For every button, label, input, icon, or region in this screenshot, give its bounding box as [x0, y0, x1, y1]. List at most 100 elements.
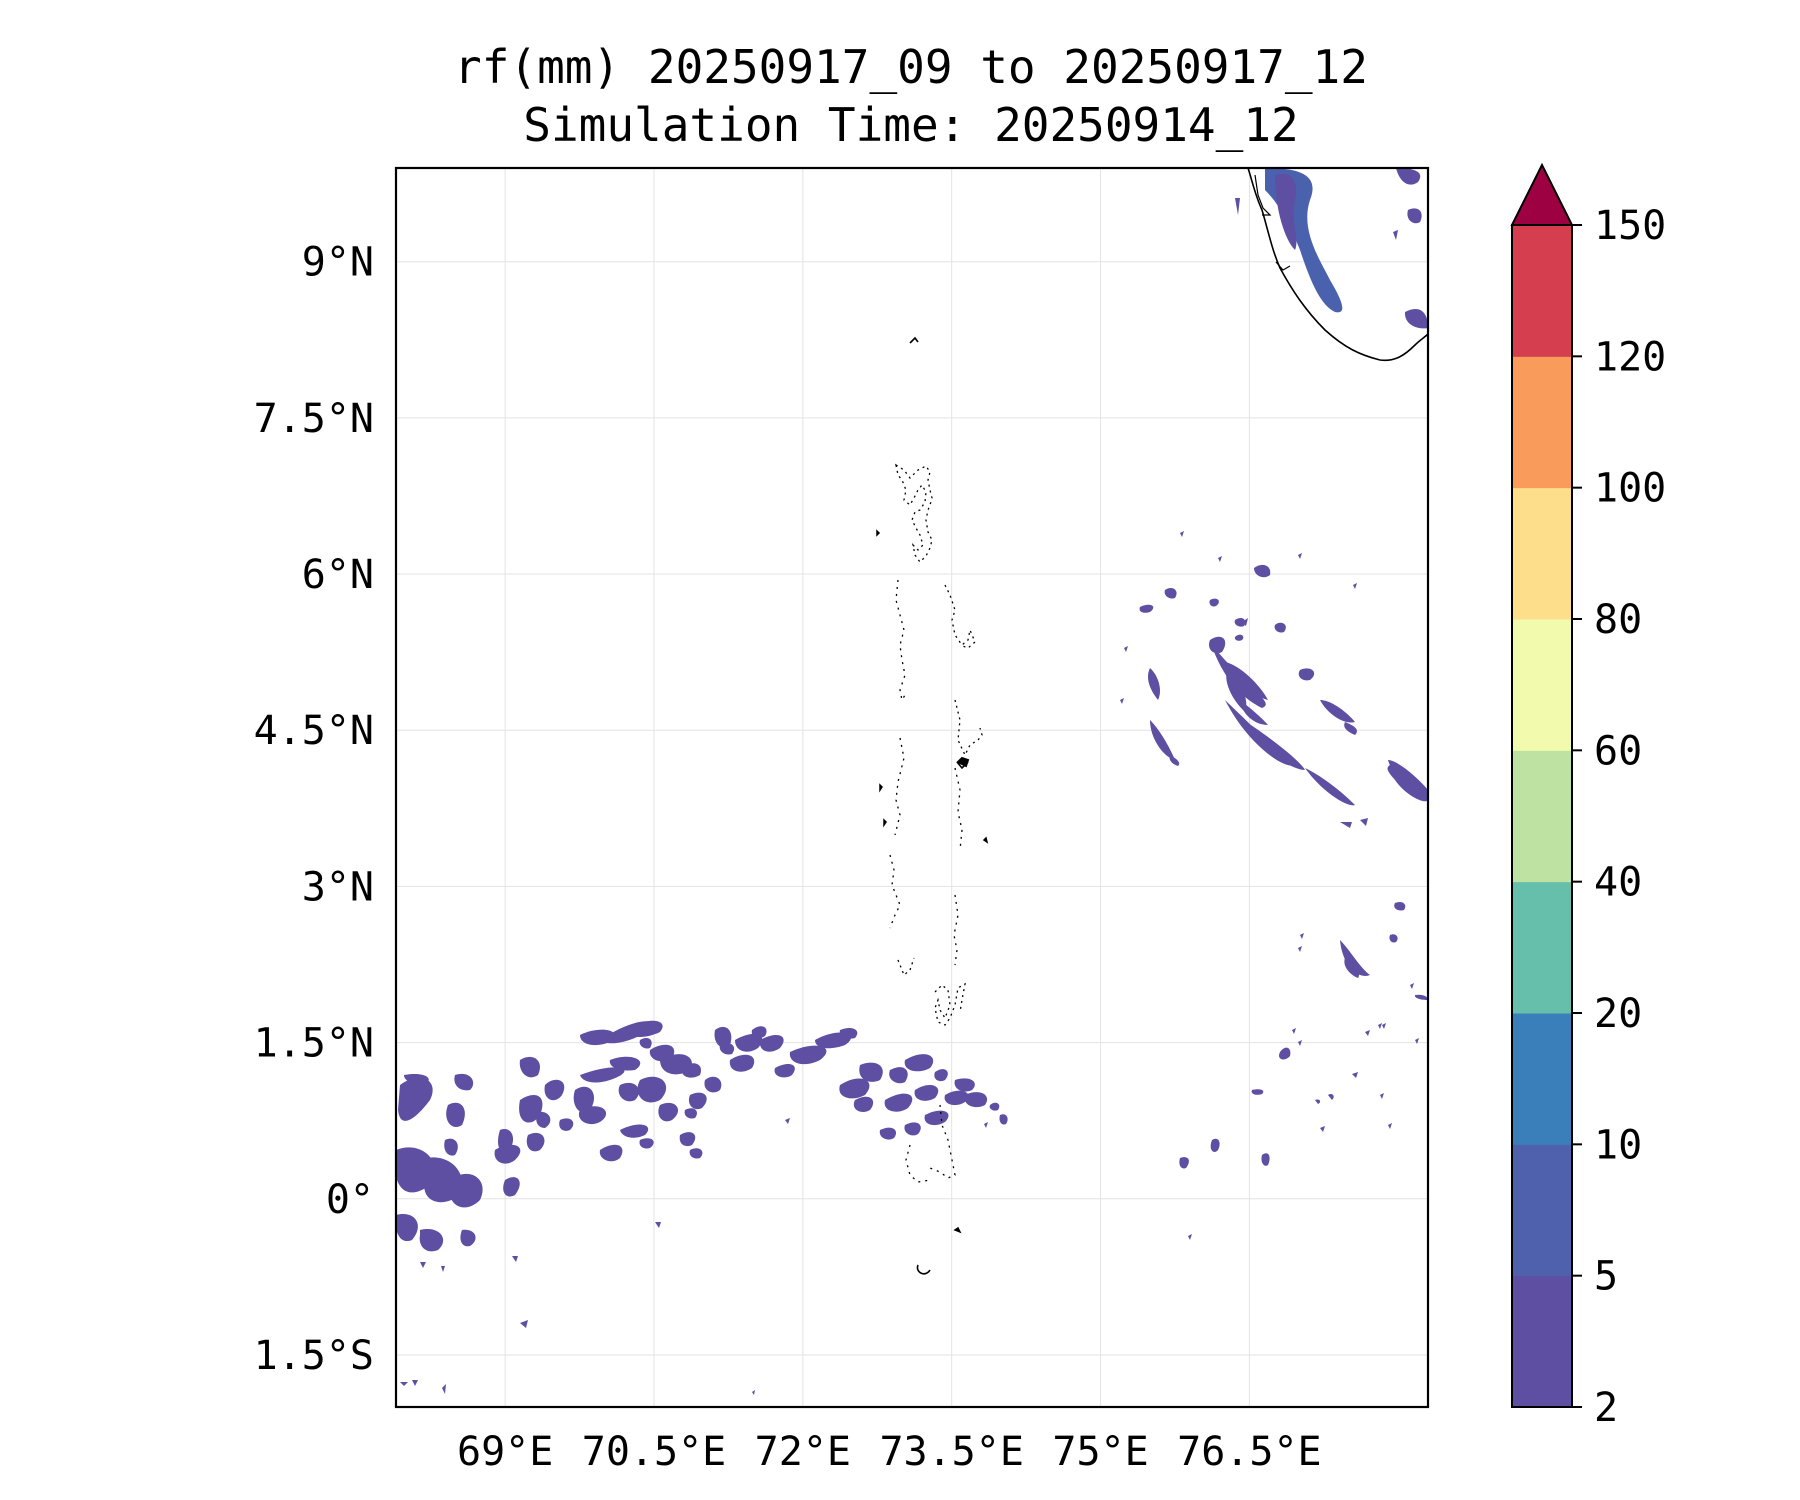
rain-patch	[684, 1108, 697, 1119]
island	[909, 336, 919, 344]
colorbar-tick-label: 40	[1594, 860, 1642, 906]
rain-patch	[1120, 698, 1124, 704]
rain-patch	[714, 1026, 732, 1048]
lat-tick-label: 0°	[326, 1177, 374, 1223]
rain-patch	[1298, 1040, 1302, 1046]
rain-patch	[789, 1045, 827, 1065]
rain-patch	[419, 1229, 444, 1252]
rain-patch	[752, 1390, 755, 1395]
rain-patch	[639, 1037, 652, 1049]
lat-tick-label: 7.5°N	[254, 396, 374, 442]
rain-patch	[1240, 718, 1305, 770]
rain-patch	[396, 1214, 418, 1242]
lat-tick-label: 6°N	[302, 552, 374, 598]
rain-patch	[839, 1078, 870, 1099]
atoll-outline	[876, 529, 881, 537]
rain-patch	[1300, 933, 1304, 939]
rain-patch	[989, 1102, 1000, 1111]
rain-patch	[1298, 668, 1315, 681]
rain-patch	[1234, 634, 1244, 641]
rain-patch	[879, 1127, 897, 1140]
rain-patch	[1360, 818, 1368, 826]
rain-patch	[519, 1095, 543, 1123]
rain-patch	[609, 1056, 641, 1071]
longitude-tick-labels: 69°E 70.5°E 72°E 73.5°E 75°E 76.5°E	[457, 1429, 1322, 1475]
rain-patch	[1328, 1093, 1334, 1100]
rain-patch	[1210, 1138, 1220, 1152]
rain-patch	[536, 1111, 551, 1128]
colorbar-segment	[1512, 1144, 1572, 1277]
rain-patch	[1315, 1099, 1321, 1104]
rain-patch	[785, 1118, 790, 1124]
colorbar-tick-label: 10	[1594, 1122, 1642, 1168]
rain-patch	[884, 1093, 913, 1112]
rain-patch	[618, 1082, 640, 1102]
lon-tick-label: 69°E	[457, 1429, 553, 1475]
rain-patch	[1254, 564, 1271, 578]
rain-patch	[441, 1266, 445, 1272]
india-coast	[1254, 174, 1272, 216]
rain-patch	[1353, 583, 1357, 589]
rain-patch	[1382, 1023, 1386, 1029]
colorbar-tick-label: 60	[1594, 728, 1642, 774]
atoll-outline	[897, 957, 915, 977]
rain-patch	[1179, 1157, 1189, 1169]
rain-patch	[404, 1073, 429, 1084]
rain-patch	[460, 1229, 476, 1247]
rain-patch	[442, 1384, 446, 1394]
rainfall-field-east	[1120, 531, 1428, 1240]
atoll-outline	[895, 463, 933, 564]
rain-patch	[839, 1027, 858, 1039]
atoll-outline	[929, 1104, 956, 1179]
lon-tick-label: 76.5°E	[1177, 1429, 1322, 1475]
atoll-outline	[956, 756, 970, 768]
rain-patch	[1292, 1028, 1296, 1034]
map-subtitle: Simulation Time: 20250914_12	[523, 98, 1299, 152]
rain-patch	[1388, 1123, 1392, 1129]
rain-patch	[446, 1102, 465, 1128]
atoll-outline	[895, 579, 906, 702]
island	[916, 1264, 931, 1275]
rain-patch	[1298, 553, 1302, 559]
rain-patch	[1415, 1038, 1419, 1044]
rain-patch	[1389, 934, 1398, 943]
rain-patch	[1320, 1126, 1325, 1132]
rain-patch	[449, 1173, 483, 1208]
atoll-outline	[954, 767, 963, 851]
rainfall-field-northeast	[1235, 168, 1428, 329]
rain-patch	[412, 1380, 418, 1386]
rain-patch	[679, 1132, 696, 1147]
rain-patch	[1218, 556, 1222, 562]
rain-patch	[1396, 168, 1421, 185]
lat-tick-label: 4.5°N	[254, 708, 374, 754]
colorbar-frame	[1511, 224, 1573, 1408]
rain-patch	[599, 1144, 623, 1162]
atoll-outline	[894, 737, 905, 836]
rain-patch	[544, 1079, 565, 1101]
rain-patch	[1188, 1234, 1192, 1240]
rain-patch	[719, 1043, 735, 1055]
india-coast	[1247, 168, 1428, 362]
rain-patch	[494, 1144, 521, 1164]
lon-tick-label: 72°E	[755, 1429, 851, 1475]
rain-patch	[1352, 1072, 1358, 1078]
colorbar-segment	[1512, 881, 1572, 1014]
colorbar-tick-label: 5	[1594, 1254, 1618, 1300]
map-title: rf(mm) 20250917_09 to 20250917_12	[454, 40, 1368, 94]
colorbar-segment	[1512, 1013, 1572, 1145]
rain-patch	[964, 1092, 988, 1108]
rain-patch	[625, 1020, 663, 1037]
rain-patch	[512, 1256, 518, 1262]
colorbar: 2 5 10 20 40 60 80 100 120 150	[1510, 162, 1666, 1431]
rain-patch	[1407, 208, 1422, 224]
colorbar-tick-label: 20	[1594, 991, 1642, 1037]
rain-patch	[454, 1073, 474, 1091]
rain-patch	[526, 1132, 545, 1152]
rain-patch	[519, 1056, 540, 1078]
rain-patch	[904, 1122, 921, 1136]
lon-tick-label: 73.5°E	[879, 1429, 1024, 1475]
rain-patch	[984, 1122, 988, 1128]
colorbar-segment	[1512, 356, 1572, 489]
rain-patch	[729, 1054, 755, 1072]
rain-patch	[398, 1077, 433, 1121]
